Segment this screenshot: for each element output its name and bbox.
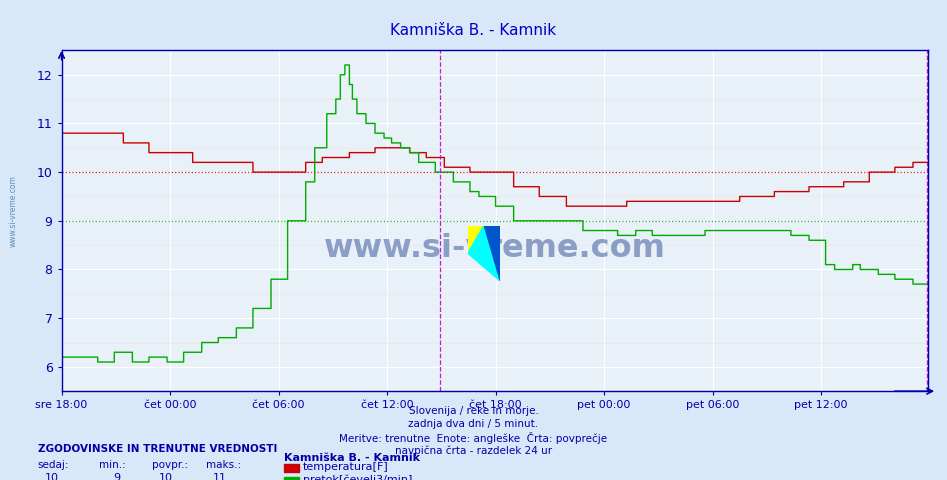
Text: Meritve: trenutne  Enote: angleške  Črta: povprečje: Meritve: trenutne Enote: angleške Črta: … <box>339 432 608 444</box>
Text: 10: 10 <box>45 473 59 480</box>
Text: maks.:: maks.: <box>206 460 241 470</box>
Text: www.si-vreme.com: www.si-vreme.com <box>9 175 18 247</box>
Text: sedaj:: sedaj: <box>38 460 69 470</box>
Text: 11: 11 <box>213 473 227 480</box>
Text: Kamniška B. - Kamnik: Kamniška B. - Kamnik <box>390 23 557 38</box>
Polygon shape <box>468 226 484 253</box>
Polygon shape <box>484 226 500 281</box>
Text: navpična črta - razdelek 24 ur: navpična črta - razdelek 24 ur <box>395 446 552 456</box>
Text: Slovenija / reke in morje.: Slovenija / reke in morje. <box>408 406 539 416</box>
Text: pretok[čevelj3/min]: pretok[čevelj3/min] <box>303 475 412 480</box>
Text: 10: 10 <box>158 473 172 480</box>
Text: temperatura[F]: temperatura[F] <box>303 462 389 472</box>
Text: zadnja dva dni / 5 minut.: zadnja dva dni / 5 minut. <box>408 419 539 429</box>
Text: Kamniška B. - Kamnik: Kamniška B. - Kamnik <box>284 453 420 463</box>
Text: ZGODOVINSKE IN TRENUTNE VREDNOSTI: ZGODOVINSKE IN TRENUTNE VREDNOSTI <box>38 444 277 454</box>
Text: www.si-vreme.com: www.si-vreme.com <box>324 233 666 264</box>
Text: povpr.:: povpr.: <box>152 460 188 470</box>
Text: min.:: min.: <box>99 460 126 470</box>
Text: 9: 9 <box>113 473 120 480</box>
Polygon shape <box>468 226 500 281</box>
